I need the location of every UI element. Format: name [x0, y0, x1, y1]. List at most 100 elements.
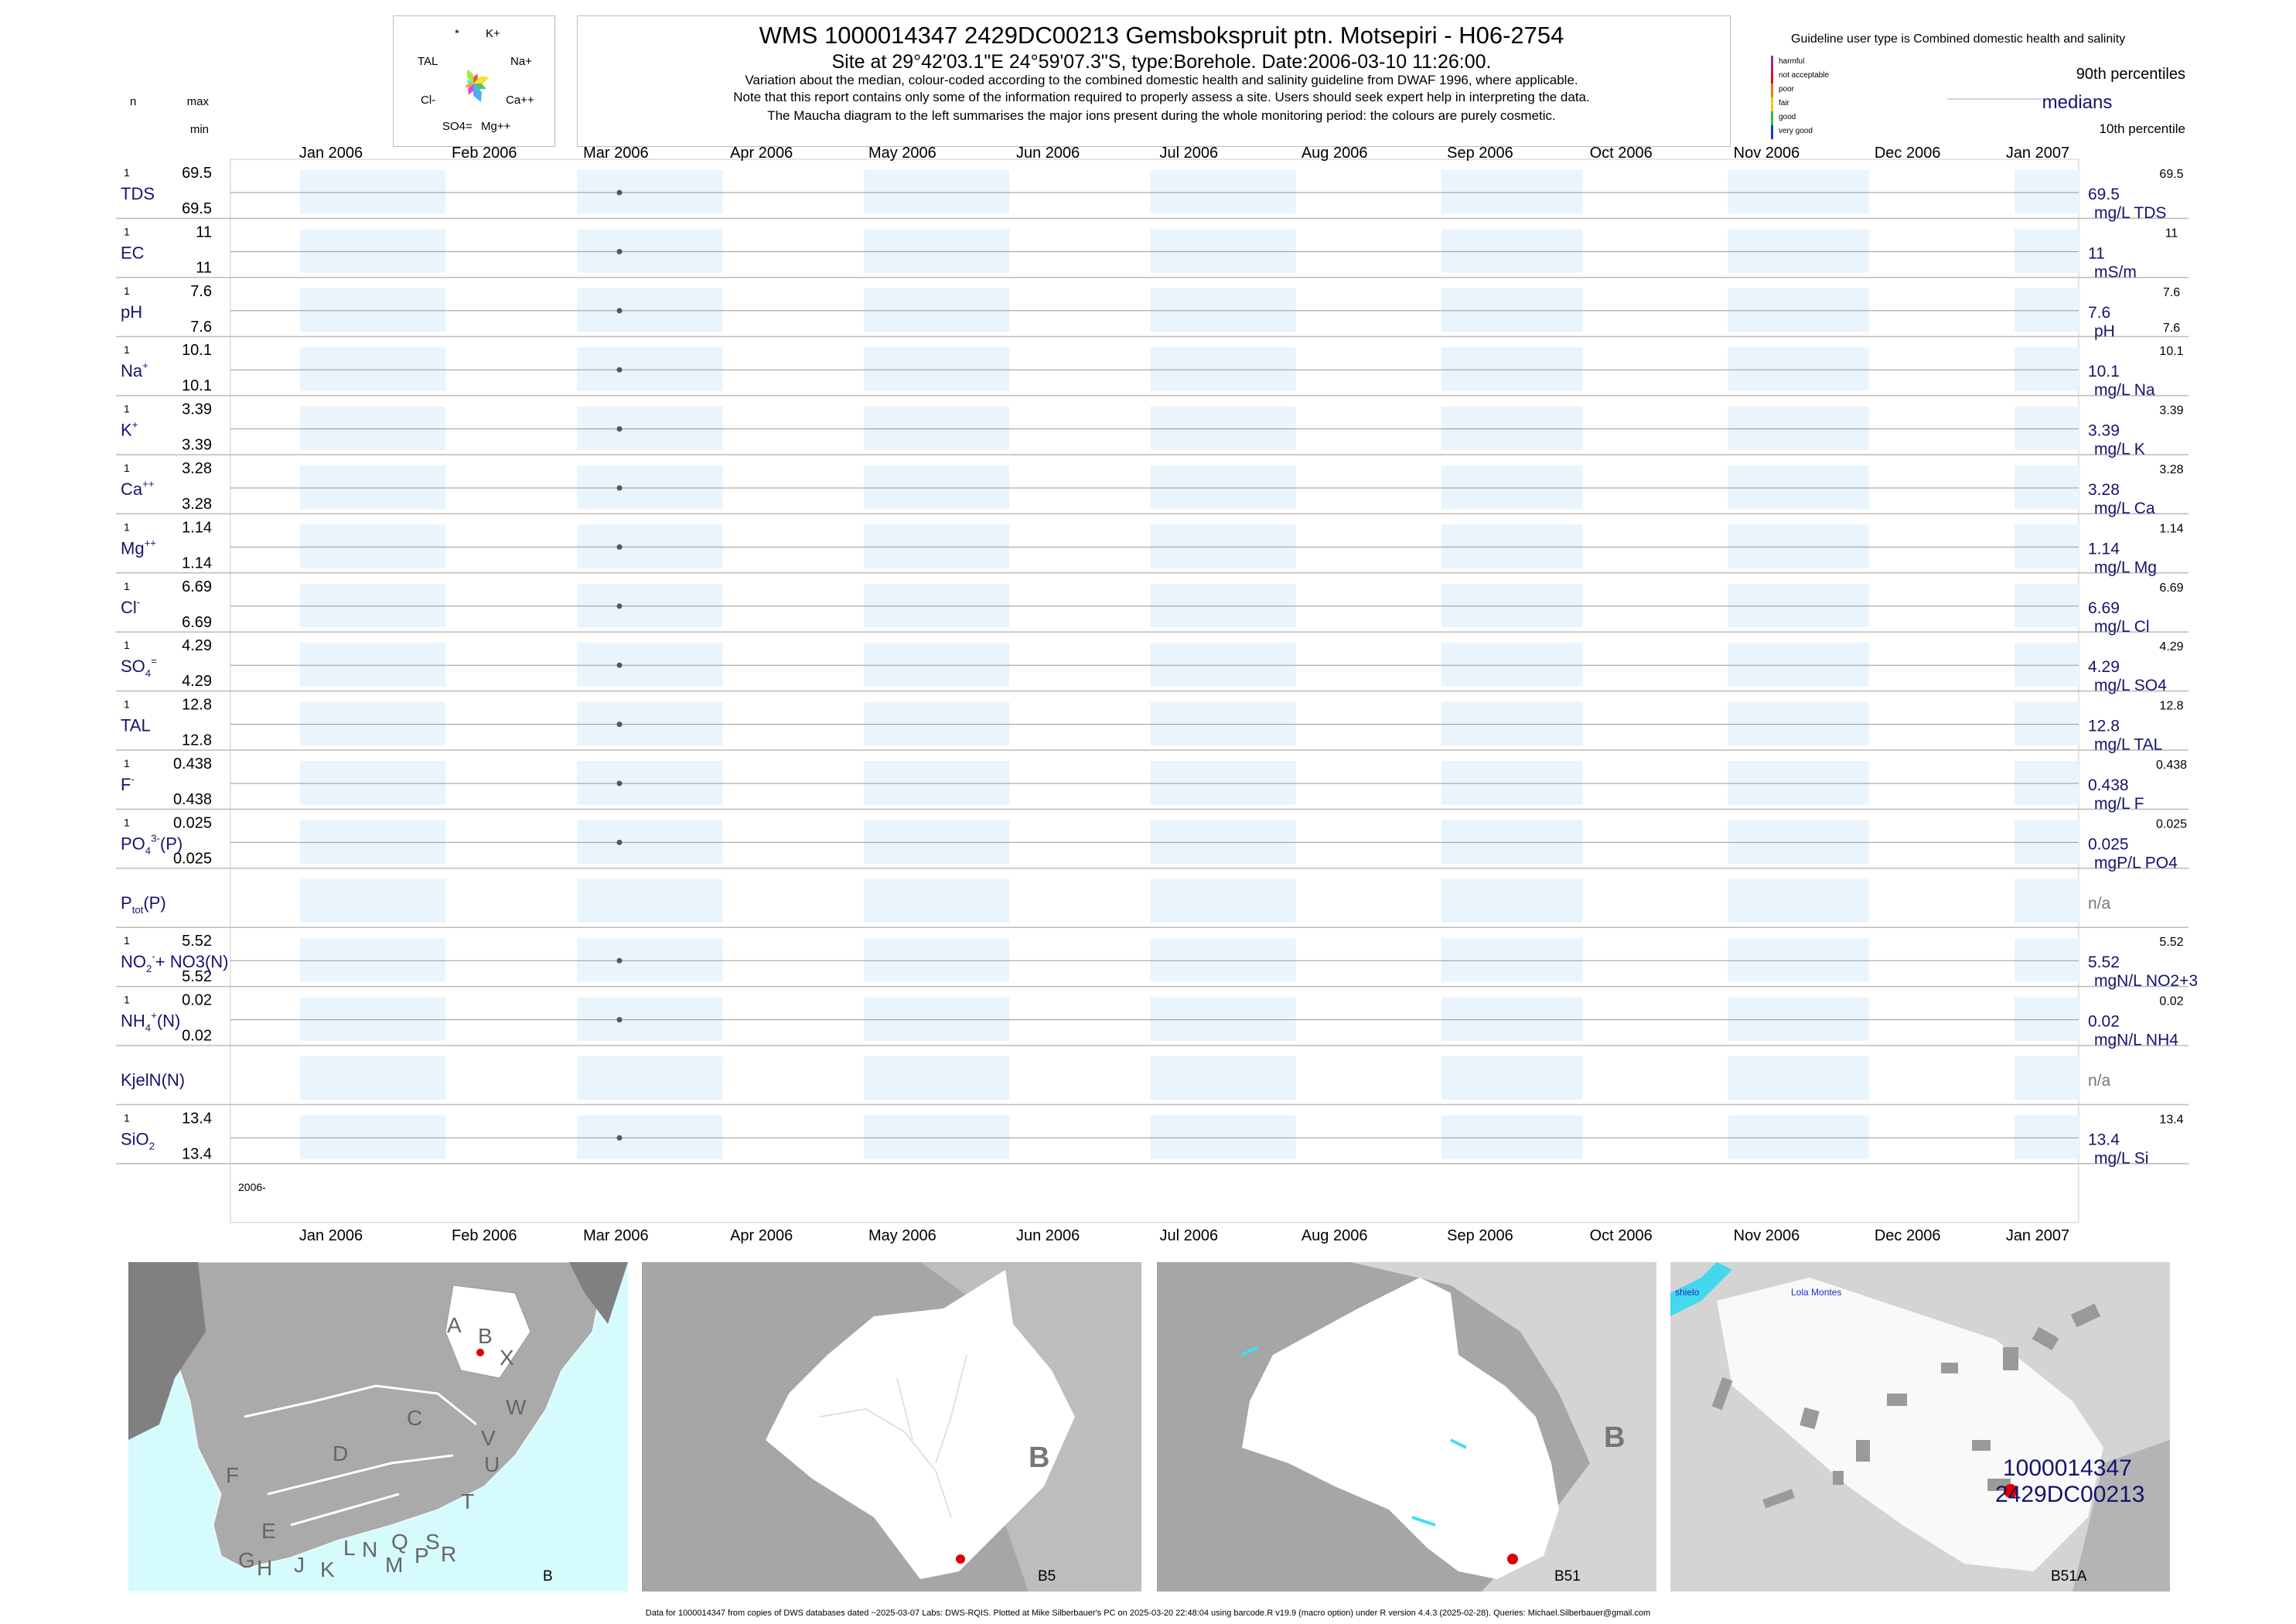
month-band — [577, 701, 723, 745]
month-band — [1441, 938, 1583, 982]
maucha-sector — [466, 69, 473, 84]
row-p90: 3.28 — [2159, 463, 2183, 476]
data-point — [616, 544, 623, 550]
month-label-bottom: Feb 2006 — [452, 1227, 517, 1244]
legend-p90: 90th percentiles — [2076, 66, 2185, 83]
month-band — [863, 347, 1010, 391]
month-band — [1441, 820, 1583, 864]
map-b51: B B51 — [1157, 1262, 1656, 1592]
map-region-letter: S — [425, 1530, 440, 1554]
month-label-bottom: Jan 2007 — [2006, 1227, 2069, 1244]
row-median: 3.28 — [2088, 481, 2120, 499]
row-unit: mg/L F — [2094, 795, 2144, 813]
month-band — [300, 170, 446, 214]
row-median: 0.025 — [2088, 835, 2129, 853]
month-band — [1441, 288, 1583, 333]
data-point — [616, 189, 623, 196]
maucha-label: Ca++ — [506, 94, 534, 107]
month-band — [577, 1056, 723, 1100]
month-band — [2014, 1056, 2080, 1100]
month-band — [1150, 1115, 1296, 1159]
map-b5-svg — [642, 1262, 1141, 1592]
row-p90: 69.5 — [2159, 168, 2183, 181]
row-median: 0.438 — [2088, 776, 2129, 794]
row-label-na: Na+ — [121, 360, 148, 380]
month-band — [1150, 1056, 1296, 1100]
row-n: 1 — [124, 520, 130, 533]
month-label-top: Jan 2006 — [299, 145, 363, 162]
month-band — [577, 583, 723, 628]
row-n: 1 — [124, 166, 130, 179]
row-label-so: SO4= — [121, 655, 157, 679]
month-label-bottom: Nov 2006 — [1734, 1227, 1800, 1244]
row-max: 3.28 — [182, 460, 212, 477]
month-band — [863, 1056, 1010, 1100]
month-band — [1150, 288, 1296, 333]
month-band — [863, 406, 1010, 450]
maucha-label: Mg++ — [481, 120, 511, 133]
map-b51a-svg — [1670, 1262, 2170, 1592]
month-band — [1728, 643, 1869, 687]
row-label-p: Ptot(P) — [121, 893, 166, 916]
row-unit: pH — [2094, 322, 2115, 340]
maucha-label: Na+ — [510, 55, 532, 68]
row-max: 7.6 — [190, 283, 212, 300]
month-band — [577, 229, 723, 273]
map-region-letter: A — [447, 1313, 462, 1337]
row-max: 69.5 — [182, 165, 212, 182]
row-n: 1 — [124, 934, 130, 947]
header-box — [577, 15, 1731, 147]
maucha-label: TAL — [418, 55, 438, 68]
month-label-bottom: Mar 2006 — [583, 1227, 649, 1244]
data-point — [616, 248, 623, 254]
row-min: 12.8 — [182, 732, 212, 749]
month-band — [1441, 583, 1583, 628]
month-band — [577, 1115, 723, 1159]
month-band — [1150, 583, 1296, 628]
row-n: 1 — [124, 639, 130, 651]
row-min: 11 — [196, 259, 212, 276]
row-unit: mg/L Mg — [2094, 558, 2157, 576]
month-band — [863, 229, 1010, 273]
data-point — [616, 1134, 623, 1141]
month-band — [1150, 406, 1296, 450]
row-median: 0.02 — [2088, 1013, 2120, 1031]
month-band — [1150, 761, 1296, 805]
row-unit: mg/L TAL — [2094, 736, 2162, 754]
col-label-max: max — [187, 95, 210, 108]
data-point — [616, 722, 623, 728]
maucha-sector — [473, 73, 478, 84]
month-band — [863, 288, 1010, 333]
month-band — [1728, 406, 1869, 450]
month-band — [863, 761, 1010, 805]
month-band — [1441, 1115, 1583, 1159]
month-band — [1441, 406, 1583, 450]
row-max: 6.69 — [182, 578, 212, 595]
row-n: 1 — [124, 580, 130, 592]
row-label-tal: TAL — [121, 716, 151, 735]
maucha-sector — [473, 84, 483, 103]
row-median: 12.8 — [2088, 718, 2120, 735]
month-band — [1441, 643, 1583, 687]
data-point — [616, 367, 623, 373]
month-band — [1728, 347, 1869, 391]
month-band — [1728, 288, 1869, 333]
row-p90: 5.52 — [2159, 936, 2183, 949]
legend-class-label: very good — [1779, 127, 1813, 135]
month-label-bottom: Jun 2006 — [1016, 1227, 1080, 1244]
month-band — [863, 820, 1010, 864]
month-band — [577, 406, 723, 450]
maucha-label: * — [455, 27, 459, 40]
month-band — [300, 583, 446, 628]
legend-class-label: good — [1779, 113, 1796, 121]
month-band — [2014, 1115, 2080, 1159]
row-n: 1 — [124, 403, 130, 415]
month-band — [577, 761, 723, 805]
row-label-ca: Ca++ — [121, 478, 155, 499]
row-median: n/a — [2088, 895, 2111, 913]
map-site-code: 2429DC00213 — [1995, 1482, 2145, 1507]
month-label-top: Sep 2006 — [1447, 145, 1513, 162]
row-unit: mS/m — [2094, 263, 2137, 281]
map-region-letter: Q — [391, 1530, 408, 1554]
